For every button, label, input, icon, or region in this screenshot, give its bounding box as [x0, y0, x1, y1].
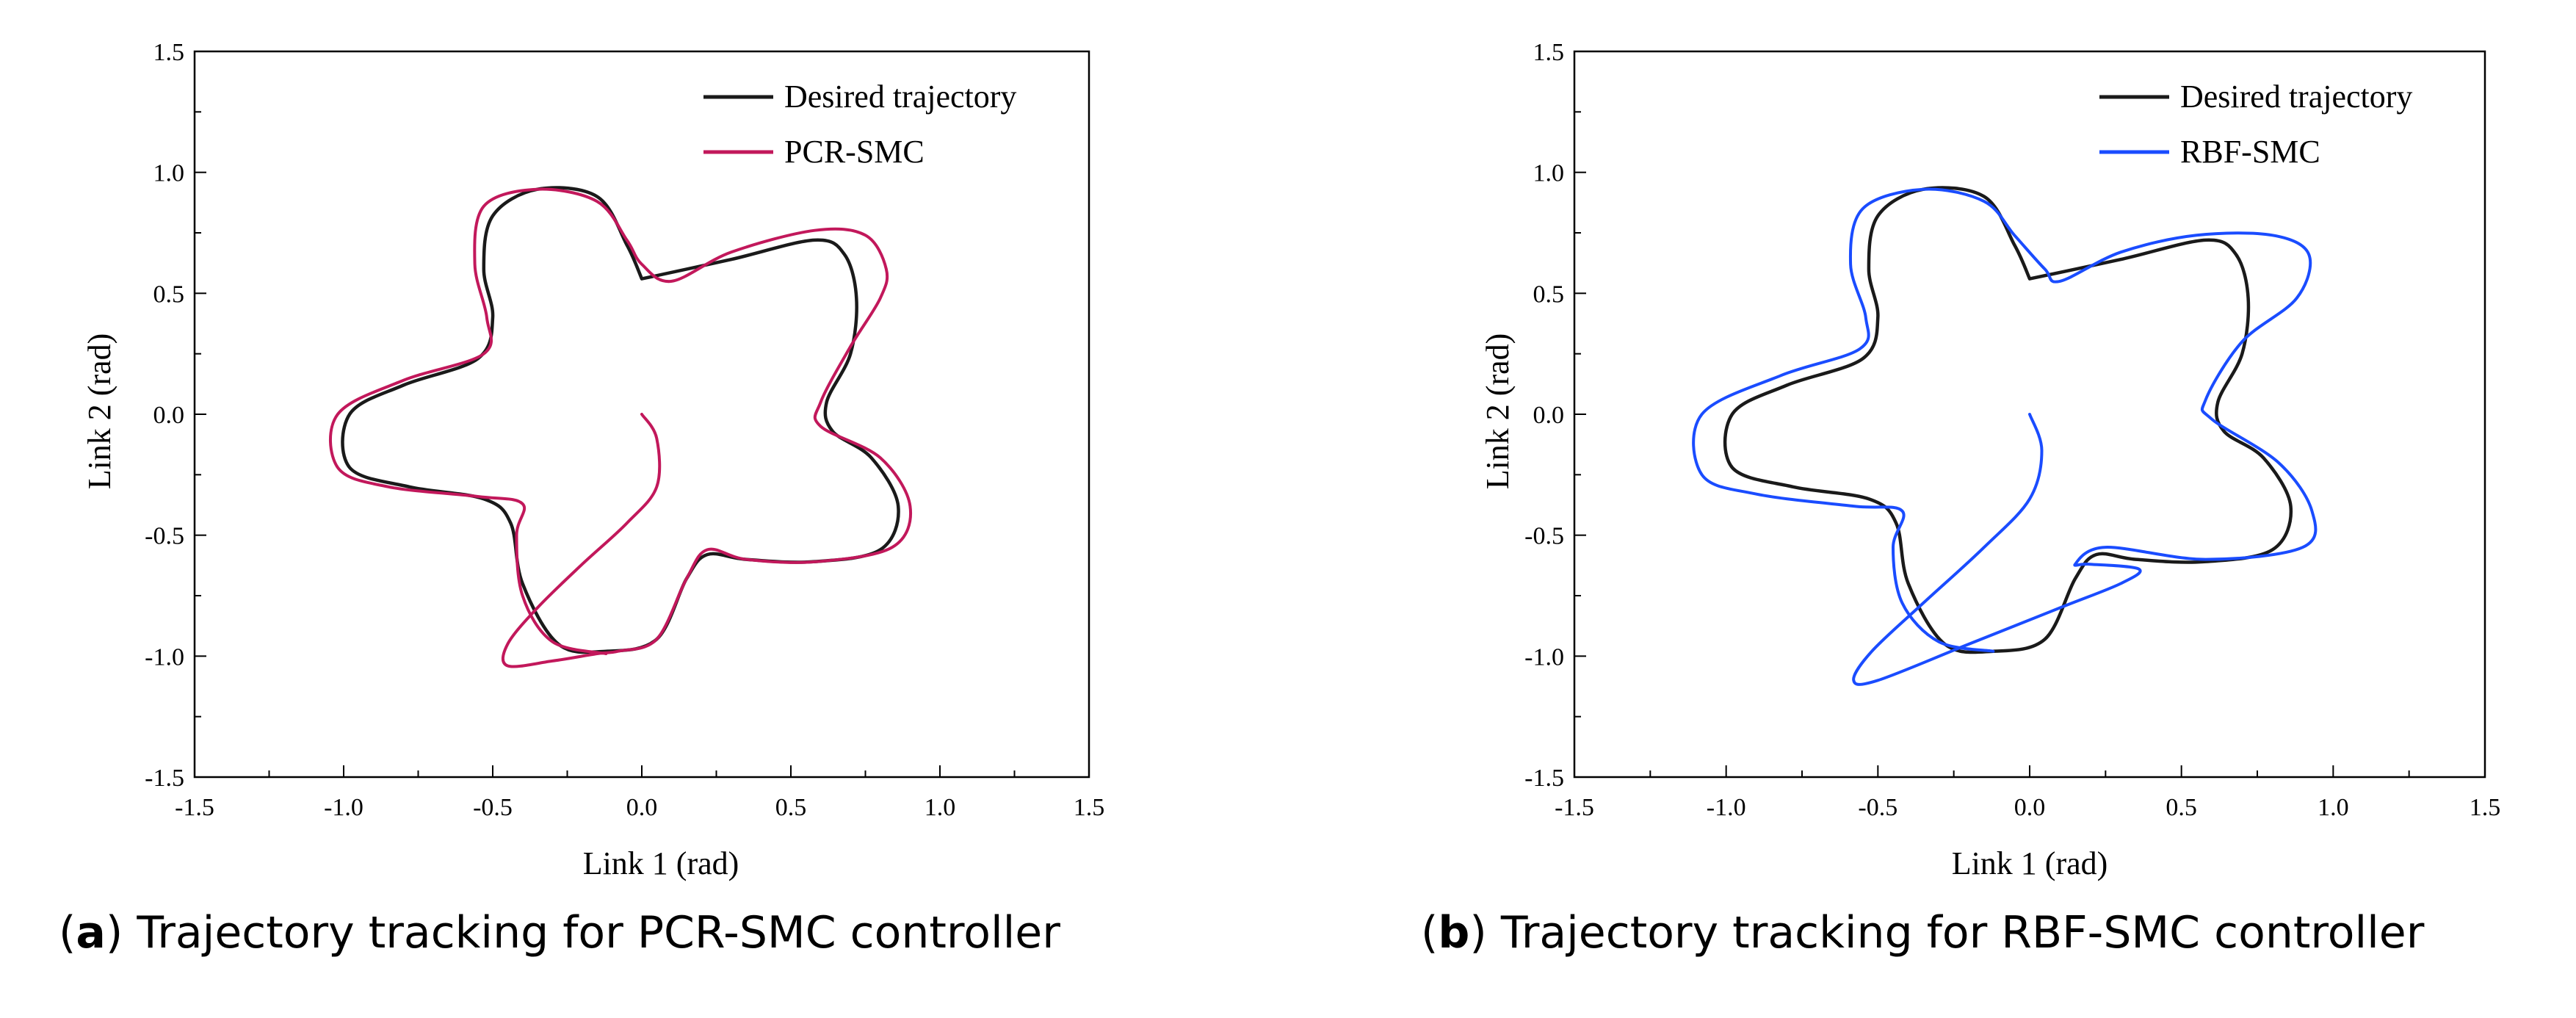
y-tick-label: -0.5 [1524, 523, 1564, 550]
y-tick-label: -0.5 [145, 523, 184, 550]
x-tick-label: -1.0 [324, 794, 363, 821]
x-tick-label: 0.5 [775, 794, 807, 821]
y-tick-label: 0.0 [153, 402, 185, 429]
series-line-controller [329, 187, 912, 668]
y-tick-label: 0.5 [153, 281, 185, 308]
y-tick-label: -1.0 [145, 643, 184, 671]
legend-label: Desired trajectory [784, 79, 1016, 115]
x-tick-label: -1.5 [1555, 794, 1594, 821]
x-tick-label: -1.5 [175, 794, 214, 821]
x-tick-label: -0.5 [473, 794, 513, 821]
legend-label: RBF-SMC [2180, 134, 2320, 170]
y-tick-label: 0.0 [1533, 402, 1565, 429]
x-tick-label: 0.5 [2166, 794, 2197, 821]
x-tick-label: 1.0 [925, 794, 956, 821]
x-axis-title: Link 1 (rad) [583, 845, 739, 881]
y-tick-label: 0.5 [1533, 281, 1565, 308]
y-tick-label: -1.5 [145, 765, 184, 792]
y-axis-title: Link 2 (rad) [82, 333, 117, 490]
y-tick-label: 1.0 [153, 160, 185, 187]
x-tick-label: -0.5 [1858, 794, 1897, 821]
x-tick-label: -1.0 [1707, 794, 1746, 821]
y-tick-label: -1.5 [1524, 765, 1564, 792]
y-axis-title: Link 2 (rad) [1480, 333, 1516, 490]
series-line-controller [1692, 187, 2318, 686]
chart-panel-a: Link 1 (rad) Link 2 (rad) -1.5 -1.0 -0.5 0.… [82, 39, 1105, 881]
legend-label: PCR-SMC [784, 134, 925, 170]
y-tick-label: 1.5 [1533, 39, 1565, 66]
chart-panel-b: Link 1 (rad) Link 2 (rad) -1.5 -1.0 -0.5 0.… [1480, 39, 2501, 881]
legend-label: Desired trajectory [2180, 79, 2412, 115]
series-line-desired [1723, 186, 2293, 654]
x-tick-label: 0.0 [626, 794, 658, 821]
y-tick-label: 1.0 [1533, 160, 1565, 187]
x-axis-title: Link 1 (rad) [1952, 845, 2108, 881]
caption-a: (a) Trajectory tracking for PCR-SMC cont… [59, 907, 1060, 959]
x-tick-label: 1.5 [1074, 794, 1105, 821]
x-tick-label: 0.0 [2014, 794, 2046, 821]
y-tick-label: 1.5 [153, 39, 185, 66]
y-tick-label: -1.0 [1524, 643, 1564, 671]
caption-b: (b) Trajectory tracking for RBF-SMC cont… [1421, 907, 2425, 959]
x-tick-label: 1.0 [2318, 794, 2349, 821]
x-tick-label: 1.5 [2470, 794, 2501, 821]
